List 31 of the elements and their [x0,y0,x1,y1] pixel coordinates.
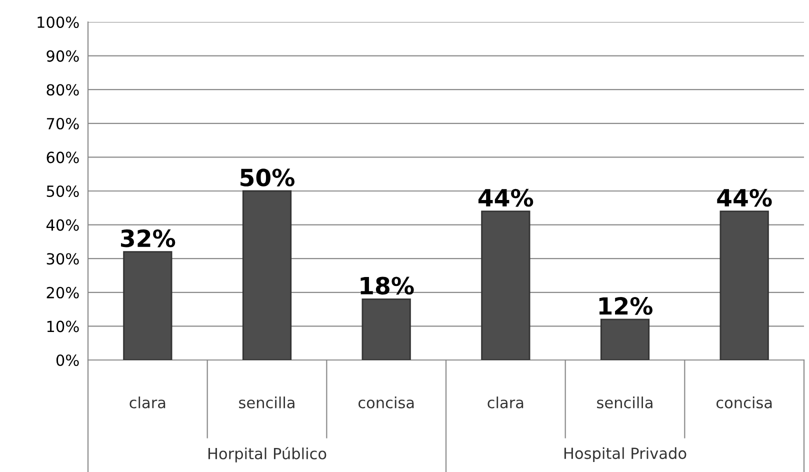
x-tick-label: clara [488,396,524,408]
y-tick-label: 50% [46,185,79,198]
text: Horpital Público [208,446,326,462]
bar [362,298,411,360]
x-tick-label: concisa [716,396,772,408]
data-label: 50% [240,168,295,186]
y-tick-label: 90% [46,50,79,62]
y-tick-label: 20% [46,286,79,298]
bar [600,318,650,360]
x-tick-label: clara [130,396,166,408]
data-label: 44% [478,188,534,207]
data-label: 32% [120,229,176,248]
bar [123,251,172,360]
y-tick-label: 70% [46,118,79,130]
data-label: 18% [360,276,414,295]
data-label: 12% [599,297,653,315]
text: Hospital Privado [564,447,686,462]
y-tick-label: 80% [46,84,79,96]
bar [720,210,769,360]
x-tick-label: sencilla [597,396,652,408]
bar [481,210,530,360]
y-tick-label: 60% [46,152,79,164]
y-tick-label: 40% [46,219,79,231]
y-tick-label: 0% [56,354,79,366]
y-tick-label: 100% [38,16,79,28]
data-label: 44% [717,188,772,207]
y-tick-label: 10% [47,320,79,332]
y-tick-label: 30% [46,253,79,265]
x-tick-label: concisa [358,396,414,408]
bar [242,190,292,360]
x-tick-label: sencilla [239,396,294,408]
